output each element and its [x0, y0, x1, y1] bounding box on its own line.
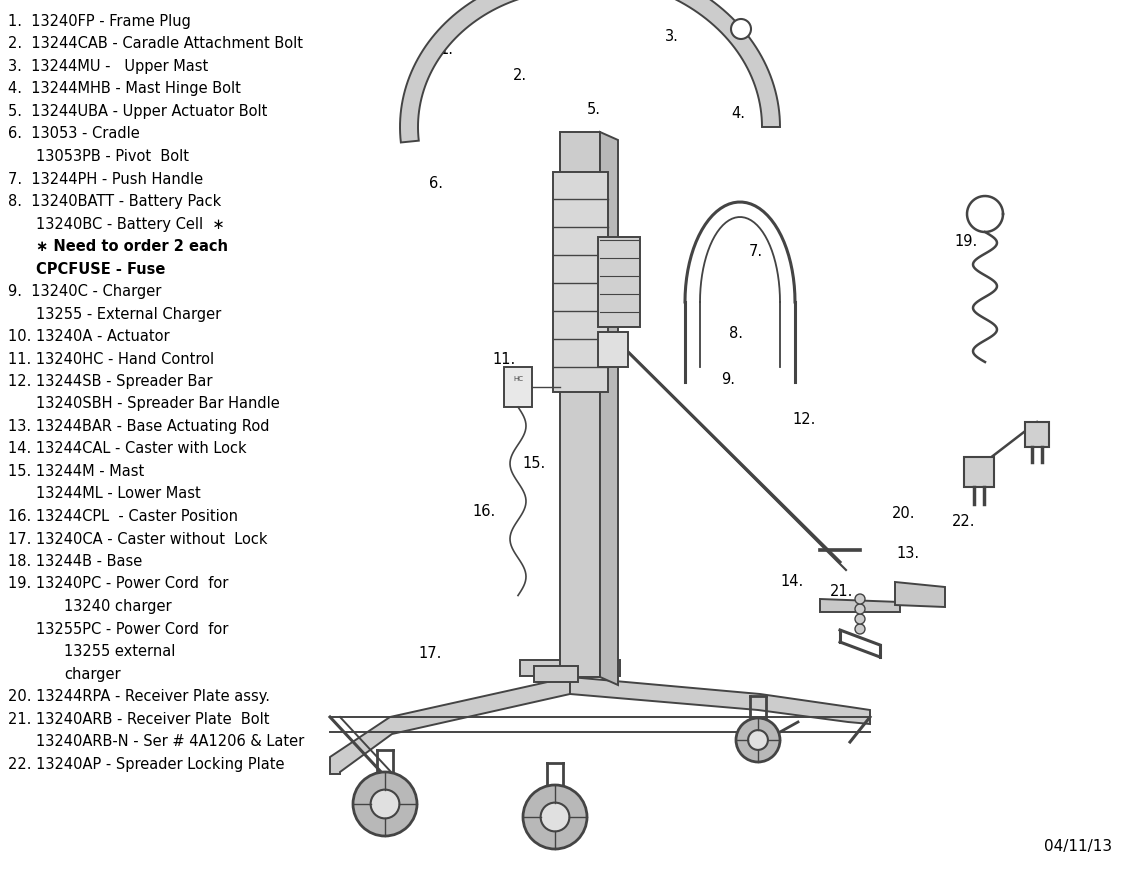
Text: 13240SBH - Spreader Bar Handle: 13240SBH - Spreader Bar Handle	[36, 397, 280, 412]
Text: HC: HC	[513, 376, 523, 382]
Text: 04/11/13: 04/11/13	[1044, 839, 1112, 854]
Text: 5.: 5.	[587, 103, 601, 118]
Polygon shape	[1025, 422, 1049, 447]
Text: 13.: 13.	[897, 547, 919, 562]
Text: 9.  13240C - Charger: 9. 13240C - Charger	[8, 284, 162, 299]
Circle shape	[855, 594, 865, 604]
Circle shape	[371, 790, 399, 819]
Polygon shape	[534, 666, 578, 682]
Circle shape	[541, 802, 570, 831]
Text: 20. 13244RPA - Receiver Plate assy.: 20. 13244RPA - Receiver Plate assy.	[8, 689, 270, 704]
Polygon shape	[553, 172, 608, 392]
Text: 8.  13240BATT - Battery Pack: 8. 13240BATT - Battery Pack	[8, 194, 221, 209]
Text: charger: charger	[64, 666, 120, 682]
Circle shape	[731, 19, 751, 39]
Text: 15. 13244M - Mast: 15. 13244M - Mast	[8, 464, 144, 479]
Text: 21. 13240ARB - Receiver Plate  Bolt: 21. 13240ARB - Receiver Plate Bolt	[8, 712, 270, 726]
Circle shape	[523, 785, 587, 849]
Text: 1.  13240FP - Frame Plug: 1. 13240FP - Frame Plug	[8, 14, 191, 29]
Text: 19. 13240PC - Power Cord  for: 19. 13240PC - Power Cord for	[8, 576, 228, 591]
Text: 11. 13240HC - Hand Control: 11. 13240HC - Hand Control	[8, 351, 215, 366]
Polygon shape	[531, 0, 780, 127]
Polygon shape	[964, 457, 994, 487]
Text: CPCFUSE - Fuse: CPCFUSE - Fuse	[36, 262, 165, 276]
Circle shape	[353, 772, 417, 836]
Polygon shape	[598, 332, 628, 367]
Circle shape	[749, 730, 768, 750]
Text: 10.: 10.	[561, 310, 584, 325]
Text: 15.: 15.	[523, 457, 545, 472]
Text: 7.: 7.	[749, 244, 763, 260]
Text: 2.  13244CAB - Caradle Attachment Bolt: 2. 13244CAB - Caradle Attachment Bolt	[8, 37, 303, 51]
Text: 16. 13244CPL  - Caster Position: 16. 13244CPL - Caster Position	[8, 509, 238, 524]
Text: 9.: 9.	[720, 372, 735, 387]
Polygon shape	[895, 582, 945, 607]
Text: 3.  13244MU -   Upper Mast: 3. 13244MU - Upper Mast	[8, 59, 208, 74]
Text: 6.: 6.	[429, 176, 443, 192]
Text: 14. 13244CAL - Caster with Lock: 14. 13244CAL - Caster with Lock	[8, 441, 246, 457]
Text: 2.: 2.	[513, 69, 527, 84]
Text: 19.: 19.	[954, 235, 978, 249]
Text: 18. 13244B - Base: 18. 13244B - Base	[8, 554, 143, 569]
Text: 10. 13240A - Actuator: 10. 13240A - Actuator	[8, 329, 170, 344]
Text: 6.  13053 - Cradle: 6. 13053 - Cradle	[8, 126, 139, 141]
Circle shape	[855, 604, 865, 614]
Text: 11.: 11.	[492, 352, 516, 367]
Polygon shape	[504, 367, 532, 407]
Polygon shape	[598, 237, 640, 327]
Text: 13053PB - Pivot  Bolt: 13053PB - Pivot Bolt	[36, 149, 189, 164]
Text: 21.: 21.	[831, 584, 854, 599]
Text: 13255PC - Power Cord  for: 13255PC - Power Cord for	[36, 622, 228, 637]
Text: 13240BC - Battery Cell  ∗: 13240BC - Battery Cell ∗	[36, 216, 225, 231]
Text: 17. 13240CA - Caster without  Lock: 17. 13240CA - Caster without Lock	[8, 532, 268, 547]
Text: 20.: 20.	[892, 507, 916, 521]
Text: 4.  13244MHB - Mast Hinge Bolt: 4. 13244MHB - Mast Hinge Bolt	[8, 81, 241, 97]
Polygon shape	[821, 599, 900, 612]
Polygon shape	[560, 132, 600, 677]
Polygon shape	[520, 660, 620, 676]
Circle shape	[736, 718, 780, 762]
Text: 22. 13240AP - Spreader Locking Plate: 22. 13240AP - Spreader Locking Plate	[8, 757, 284, 772]
Text: 13255 - External Charger: 13255 - External Charger	[36, 306, 221, 322]
Polygon shape	[570, 677, 870, 724]
Text: 13255 external: 13255 external	[64, 644, 175, 659]
Text: 4.: 4.	[731, 106, 745, 121]
Polygon shape	[330, 677, 570, 774]
Text: 18.: 18.	[595, 646, 617, 662]
Text: 3.: 3.	[665, 30, 679, 44]
Text: 12.: 12.	[792, 412, 816, 427]
Text: 13244ML - Lower Mast: 13244ML - Lower Mast	[36, 487, 201, 501]
Circle shape	[855, 614, 865, 624]
Text: 13. 13244BAR - Base Actuating Rod: 13. 13244BAR - Base Actuating Rod	[8, 419, 270, 434]
Text: 13240 charger: 13240 charger	[64, 599, 172, 614]
Polygon shape	[400, 0, 602, 142]
Text: 1.: 1.	[439, 43, 453, 58]
Text: ∗ Need to order 2 each: ∗ Need to order 2 each	[36, 239, 228, 254]
Text: 22.: 22.	[952, 514, 976, 529]
Text: 16.: 16.	[472, 505, 496, 520]
Text: 17.: 17.	[418, 646, 442, 662]
Circle shape	[855, 624, 865, 634]
Text: 5.  13244UBA - Upper Actuator Bolt: 5. 13244UBA - Upper Actuator Bolt	[8, 104, 268, 119]
Text: 13240ARB-N - Ser # 4A1206 & Later: 13240ARB-N - Ser # 4A1206 & Later	[36, 734, 305, 749]
Text: 14.: 14.	[780, 575, 804, 589]
Polygon shape	[600, 132, 618, 685]
Text: 7.  13244PH - Push Handle: 7. 13244PH - Push Handle	[8, 172, 203, 187]
Text: 12. 13244SB - Spreader Bar: 12. 13244SB - Spreader Bar	[8, 374, 212, 389]
Text: 8.: 8.	[729, 326, 743, 342]
